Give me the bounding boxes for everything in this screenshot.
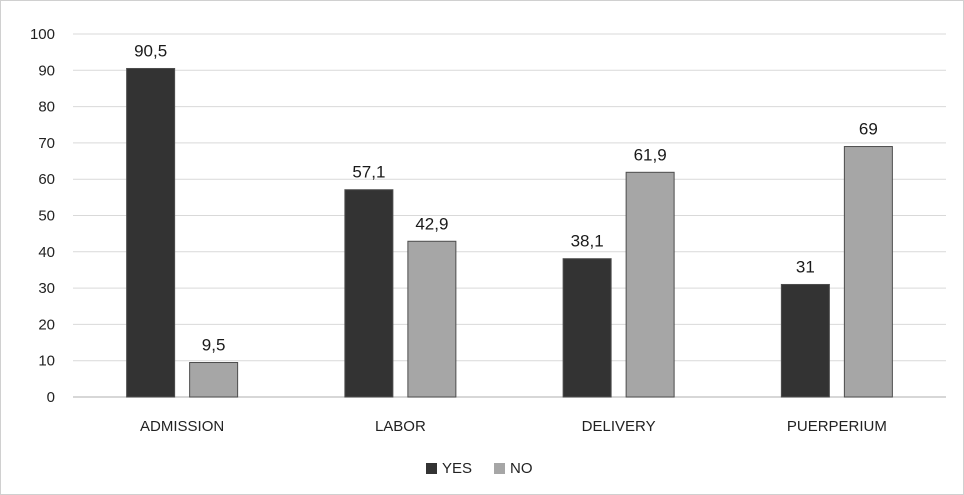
gridlines xyxy=(73,33,946,362)
x-tick-label: ADMISSION xyxy=(140,418,224,435)
legend-label-yes: YES xyxy=(442,460,472,477)
data-label: 57,1 xyxy=(352,163,385,182)
data-label: 38,1 xyxy=(571,232,604,251)
bar-yes-labor xyxy=(344,189,394,398)
bar-no-delivery xyxy=(625,171,675,398)
bar-yes-puerperium xyxy=(780,283,830,398)
bar-no-puerperium xyxy=(843,146,893,398)
data-label: 9,5 xyxy=(202,336,226,355)
legend-swatch-no xyxy=(494,463,505,474)
x-tick-label: DELIVERY xyxy=(582,418,656,435)
x-tick-label: PUERPERIUM xyxy=(787,418,887,435)
y-tick-label: 100 xyxy=(30,26,55,43)
bar-no-labor xyxy=(407,240,457,398)
y-tick-label: 40 xyxy=(38,244,55,261)
data-label: 42,9 xyxy=(415,214,448,233)
y-tick-label: 70 xyxy=(38,135,55,152)
bars xyxy=(126,67,893,398)
legend-swatch-yes xyxy=(426,463,437,474)
bar-yes-delivery xyxy=(562,258,612,398)
y-tick-label: 90 xyxy=(38,62,55,79)
y-tick-label: 20 xyxy=(38,316,55,333)
axes: 0 10 20 30 40 50 60 70 80 90 100 ADMISSION LABOR DELI… xyxy=(30,26,946,435)
data-labels: 90,5 9,5 57,1 42,9 38,1 61,9 31 69 xyxy=(134,41,878,354)
x-tick-label: LABOR xyxy=(375,418,426,435)
y-tick-label: 50 xyxy=(38,208,55,225)
y-tick-label: 0 xyxy=(47,389,55,406)
data-label: 69 xyxy=(859,120,878,139)
data-label: 61,9 xyxy=(634,145,667,164)
legend-label-no: NO xyxy=(510,460,533,477)
legend: YES NO xyxy=(426,460,533,477)
data-label: 90,5 xyxy=(134,41,167,60)
data-label: 31 xyxy=(796,257,815,276)
y-tick-label: 60 xyxy=(38,171,55,188)
bar-yes-admission xyxy=(126,67,176,398)
bar-no-admission xyxy=(189,362,239,398)
y-tick-label: 80 xyxy=(38,99,55,116)
y-tick-label: 30 xyxy=(38,280,55,297)
y-tick-label: 10 xyxy=(38,353,55,370)
